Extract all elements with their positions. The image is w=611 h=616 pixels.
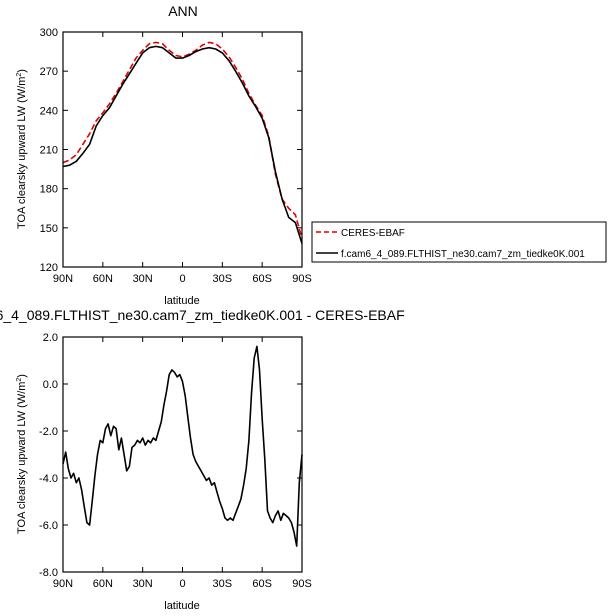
x-tick-label: 60N	[93, 578, 113, 590]
y-tick-label: 300	[40, 27, 58, 39]
chart-bottom: f.cam6_4_089.FLTHIST_ne30.cam7_zm_tiedke…	[0, 307, 405, 612]
chart-top: ANN 120 150 180 210 240 270 300 90N 60N 30N 0 30S 6…	[16, 3, 607, 307]
legend-label-model: f.cam6_4_089.FLTHIST_ne30.cam7_zm_tiedke…	[341, 249, 585, 260]
plot-frame	[62, 336, 303, 573]
y-tick-label: -6.0	[39, 520, 58, 532]
chart-title: ANN	[168, 3, 198, 19]
x-tick-label: 30N	[133, 273, 153, 285]
x-tick-label: 0	[179, 578, 185, 590]
y-tick-label: -8.0	[39, 567, 58, 579]
x-tick-label: 90N	[53, 273, 73, 285]
series-line-0	[62, 41, 303, 239]
series-group	[62, 41, 303, 244]
x-tick-label: 30S	[213, 578, 233, 590]
y-ticks: -8.0 -6.0 -4.0 -2.0 0.0 2.0	[39, 332, 302, 579]
y-tick-label: 150	[40, 223, 58, 235]
series-group	[62, 345, 303, 547]
y-tick-label: 120	[40, 262, 58, 274]
x-ticks: 90N 60N 30N 0 30S 60S 90S	[53, 337, 312, 590]
x-tick-label: 60S	[252, 273, 272, 285]
series-line-0	[62, 345, 303, 547]
series-line-1	[62, 45, 303, 244]
x-tick-label: 90S	[292, 273, 312, 285]
x-tick-label: 30S	[213, 273, 233, 285]
y-tick-label: 210	[40, 145, 58, 157]
y-tick-label: 0.0	[43, 379, 58, 391]
chart-title-difference: f.cam6_4_089.FLTHIST_ne30.cam7_zm_tiedke…	[0, 307, 405, 323]
legend-label-ceres: CERES-EBAF	[341, 228, 405, 239]
x-tick-label: 60S	[252, 578, 272, 590]
x-tick-label: 90S	[292, 578, 312, 590]
x-axis-label: latitude	[164, 600, 199, 612]
x-tick-label: 30N	[133, 578, 153, 590]
y-tick-label: -4.0	[39, 473, 58, 485]
legend-box	[311, 221, 607, 263]
y-tick-label: 270	[40, 66, 58, 78]
plot-frame	[62, 31, 303, 268]
y-tick-label: 2.0	[43, 332, 58, 344]
y-tick-label: 180	[40, 184, 58, 196]
y-axis-label: TOA clearsky upward LW (W/m2)	[16, 374, 28, 534]
x-tick-label: 0	[179, 273, 185, 285]
x-axis-label: latitude	[164, 295, 199, 307]
y-tick-label: 240	[40, 105, 58, 117]
legend: CERES-EBAF f.cam6_4_089.FLTHIST_ne30.cam…	[311, 221, 607, 263]
x-tick-label: 90N	[53, 578, 73, 590]
x-tick-label: 60N	[93, 273, 113, 285]
x-ticks: 90N 60N 30N 0 30S 60S 90S	[53, 32, 312, 285]
y-tick-label: -2.0	[39, 426, 58, 438]
y-axis-label: TOA clearsky upward LW (W/m2)	[16, 69, 28, 229]
